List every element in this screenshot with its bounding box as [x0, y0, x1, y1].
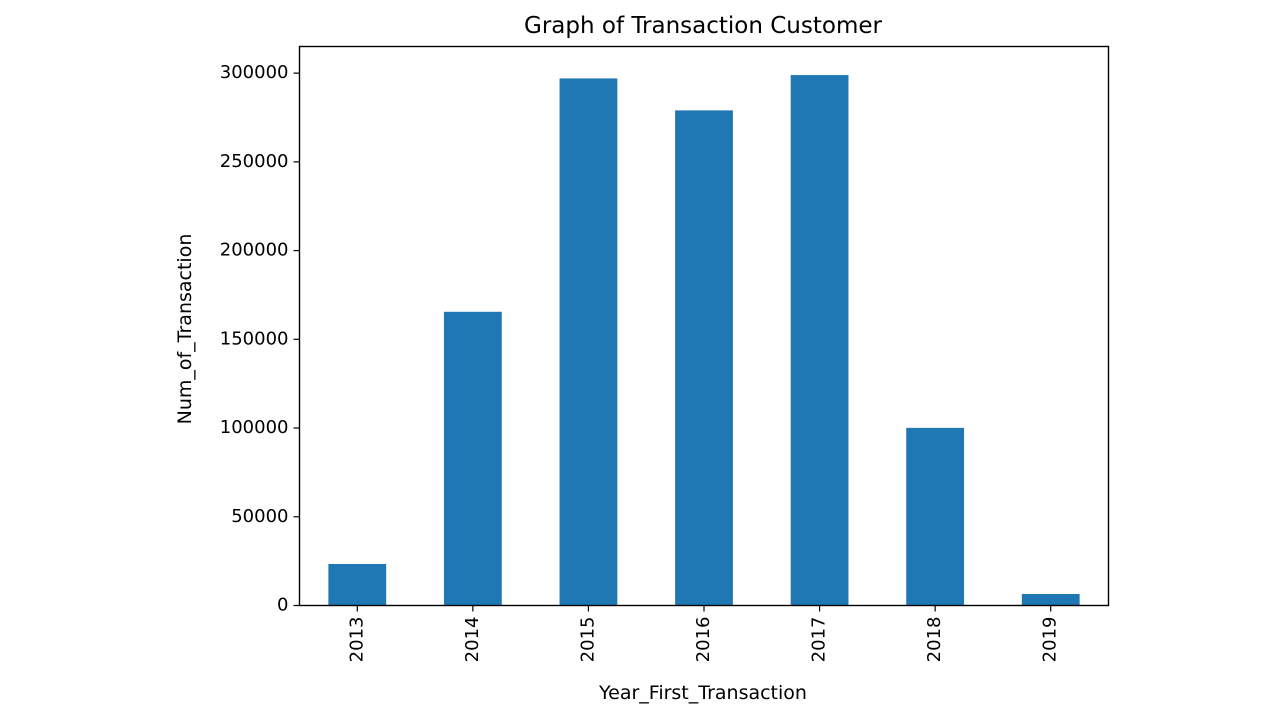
bar-2013 [328, 563, 387, 606]
y-tick-label: 150000 [220, 328, 289, 349]
bar-2014 [443, 311, 502, 606]
y-tick-label: 100000 [220, 417, 289, 438]
y-axis-label: Num_of_Transaction [174, 234, 196, 425]
bar-2016 [675, 110, 733, 606]
y-axis-ticks: 0 50000 100000 150000 200000 250000 300000 [220, 62, 300, 616]
y-tick-label: 250000 [220, 151, 289, 172]
y-tick-label: 200000 [220, 240, 289, 261]
x-tick-label: 2015 [577, 617, 598, 663]
bar-2019 [1021, 593, 1080, 606]
chart-title: Graph of Transaction Customer [524, 13, 882, 39]
x-tick-label: 2014 [462, 617, 483, 663]
y-tick-label: 300000 [220, 62, 289, 83]
x-tick-label: 2017 [809, 617, 830, 663]
bar-2015 [559, 78, 618, 606]
y-tick-label: 0 [277, 595, 288, 616]
x-tick-label: 2019 [1040, 617, 1061, 663]
bars-group [328, 75, 1080, 606]
x-axis-label: Year_First_Transaction [598, 682, 807, 704]
plot-area-frame [298, 45, 1110, 607]
bar-2018 [906, 427, 965, 606]
bar-2017 [790, 75, 849, 606]
x-axis-ticks: 2013 2014 2015 2016 2017 2018 2019 [346, 605, 1061, 663]
x-tick-label: 2016 [693, 617, 714, 663]
x-tick-label: 2018 [924, 617, 945, 663]
x-tick-label: 2013 [346, 617, 367, 663]
y-tick-label: 50000 [231, 506, 288, 527]
